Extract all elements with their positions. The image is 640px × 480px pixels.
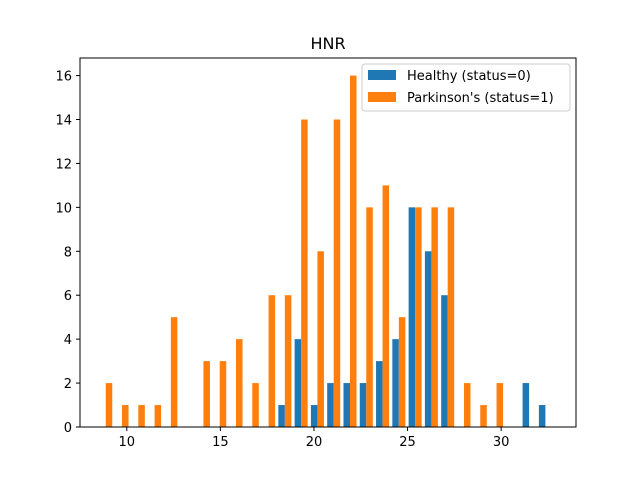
legend-label-parkinsons: Parkinson's (status=1) [407, 91, 554, 106]
legend: Healthy (status=0) Parkinson's (status=1… [361, 63, 571, 112]
bar-parkinsons-bin-9 [252, 383, 259, 427]
y-tick-label: 4 [64, 333, 72, 348]
bar-parkinsons-bin-12 [301, 119, 308, 427]
bar-parkinsons-bin-11 [284, 295, 292, 427]
bars-group [105, 75, 546, 428]
axes-group: 10 15 20 25 30 0 2 4 6 8 10 12 14 16 [55, 57, 577, 450]
bar-healthy-bin-12 [294, 339, 302, 427]
bar-parkinsons-bin-2 [138, 405, 145, 427]
bar-healthy-bin-16 [359, 383, 367, 427]
bar-parkinsons-bin-20 [431, 207, 438, 427]
bar-healthy-bin-21 [441, 295, 448, 427]
legend-frame [361, 63, 571, 112]
x-tick-label: 25 [399, 435, 416, 450]
y-tick-label: 12 [55, 157, 72, 172]
legend-label-healthy: Healthy (status=0) [407, 69, 531, 84]
bar-parkinsons-bin-10 [268, 295, 276, 427]
y-tick-label: 14 [55, 114, 72, 129]
y-tick-label: 10 [55, 201, 72, 216]
bar-parkinsons-bin-14 [333, 119, 341, 427]
bar-parkinsons-bin-3 [154, 405, 162, 427]
legend-swatch-parkinsons [368, 92, 396, 102]
x-tick-label: 10 [119, 435, 136, 450]
legend-swatch-healthy [368, 70, 396, 80]
bar-parkinsons-bin-24 [496, 383, 504, 427]
bar-parkinsons-bin-13 [317, 251, 324, 427]
bar-parkinsons-bin-23 [480, 405, 487, 427]
axes-frame [79, 57, 577, 428]
bar-healthy-bin-14 [327, 383, 334, 427]
bar-healthy-bin-18 [392, 339, 399, 427]
x-tick-label: 20 [306, 435, 323, 450]
bar-healthy-bin-11 [278, 405, 285, 427]
bar-healthy-bin-17 [376, 361, 383, 427]
y-tick-label: 6 [64, 289, 72, 304]
bar-parkinsons-bin-4 [170, 317, 178, 427]
x-tick-label: 30 [493, 435, 510, 450]
chart-title: HNR [310, 34, 345, 53]
bar-parkinsons-bin-15 [349, 75, 357, 428]
bar-parkinsons-bin-8 [236, 339, 243, 427]
bar-parkinsons-bin-0 [105, 383, 113, 427]
x-tick-label: 15 [212, 435, 229, 450]
bar-parkinsons-bin-16 [366, 207, 373, 427]
bar-healthy-bin-19 [408, 207, 416, 427]
bar-healthy-bin-13 [310, 405, 318, 427]
bar-parkinsons-bin-7 [219, 361, 227, 427]
bar-healthy-bin-26 [522, 383, 530, 427]
y-tick-label: 8 [64, 245, 72, 260]
bar-parkinsons-bin-6 [203, 361, 210, 427]
bar-parkinsons-bin-18 [398, 317, 406, 427]
bar-parkinsons-bin-1 [122, 405, 129, 427]
bar-healthy-bin-15 [343, 383, 350, 427]
y-tick-label: 2 [64, 377, 72, 392]
bar-parkinsons-bin-17 [382, 185, 390, 427]
y-tick-label: 0 [64, 421, 72, 436]
bar-healthy-bin-27 [538, 405, 546, 427]
y-tick-label: 16 [55, 70, 72, 85]
bar-healthy-bin-20 [424, 251, 432, 427]
bar-parkinsons-bin-21 [447, 207, 455, 427]
bar-parkinsons-bin-22 [463, 383, 471, 427]
bar-parkinsons-bin-19 [415, 207, 422, 427]
